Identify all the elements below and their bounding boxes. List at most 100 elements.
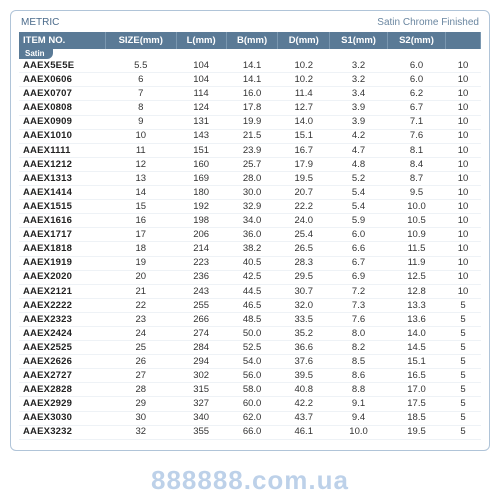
cell-value: 15.1 xyxy=(388,355,446,369)
cell-value: 15.1 xyxy=(278,129,330,143)
cell-item-no: AAEX1818 xyxy=(19,242,106,256)
cell-value: 6.6 xyxy=(330,242,388,256)
cell-value: 16.5 xyxy=(388,369,446,383)
cell-value: 9.4 xyxy=(330,411,388,425)
cell-value: 10.5 xyxy=(388,214,446,228)
cell-value: 15 xyxy=(106,200,177,214)
table-row: AAEX0909913119.914.03.97.110 xyxy=(19,115,481,129)
table-row: AAEX13131316928.019.55.28.710 xyxy=(19,171,481,185)
cell-value: 62.0 xyxy=(226,411,278,425)
cell-value: 8.5 xyxy=(330,355,388,369)
cell-value: 12.5 xyxy=(388,270,446,284)
cell-value: 10.2 xyxy=(278,49,330,73)
cell-qty: 10 xyxy=(446,157,481,171)
cell-value: 38.2 xyxy=(226,242,278,256)
cell-item-no: AAEX2727 xyxy=(19,369,106,383)
cell-value: 9.1 xyxy=(330,397,388,411)
col-header: S2(mm) xyxy=(388,32,446,49)
cell-qty: 5 xyxy=(446,411,481,425)
cell-value: 28.3 xyxy=(278,256,330,270)
cell-value: 25.7 xyxy=(226,157,278,171)
cell-value: 3.2 xyxy=(330,49,388,73)
cell-value: 11.4 xyxy=(278,87,330,101)
finish-label: Satin Chrome Finished xyxy=(377,17,479,28)
cell-value: 17 xyxy=(106,228,177,242)
cell-value: 30 xyxy=(106,411,177,425)
cell-value: 206 xyxy=(176,228,226,242)
cell-item-no: AAEX2424 xyxy=(19,326,106,340)
table-row: AAEX11111115123.916.74.78.110 xyxy=(19,143,481,157)
table-row: AAEX15151519232.922.25.410.010 xyxy=(19,200,481,214)
cell-value: 315 xyxy=(176,383,226,397)
table-row: AAEX10101014321.515.14.27.610 xyxy=(19,129,481,143)
cell-item-no: AAEX1919 xyxy=(19,256,106,270)
cell-value: 22 xyxy=(106,298,177,312)
cell-qty: 5 xyxy=(446,341,481,355)
cell-value: 143 xyxy=(176,129,226,143)
cell-value: 16.0 xyxy=(226,87,278,101)
cell-value: 20 xyxy=(106,270,177,284)
cell-qty: 10 xyxy=(446,143,481,157)
cell-value: 4.7 xyxy=(330,143,388,157)
table-row: AAEX20202023642.529.56.912.510 xyxy=(19,270,481,284)
cell-value: 14.5 xyxy=(388,341,446,355)
cell-value: 24.0 xyxy=(278,214,330,228)
table-row: AAEX32323235566.046.110.019.55 xyxy=(19,425,481,439)
cell-value: 3.9 xyxy=(330,115,388,129)
cell-value: 124 xyxy=(176,101,226,115)
cell-value: 28.0 xyxy=(226,171,278,185)
cell-value: 46.5 xyxy=(226,298,278,312)
cell-item-no: AAEX2323 xyxy=(19,312,106,326)
cell-item-no: AAEX2121 xyxy=(19,284,106,298)
cell-value: 52.5 xyxy=(226,341,278,355)
cell-qty: 10 xyxy=(446,101,481,115)
cell-item-no: AAEX1515 xyxy=(19,200,106,214)
cell-value: 37.6 xyxy=(278,355,330,369)
cell-qty: 5 xyxy=(446,383,481,397)
table-row: AAEX28282831558.040.88.817.05 xyxy=(19,383,481,397)
cell-value: 6.9 xyxy=(330,270,388,284)
cell-qty: 5 xyxy=(446,425,481,439)
cell-value: 274 xyxy=(176,326,226,340)
cell-value: 19.5 xyxy=(278,171,330,185)
cell-value: 243 xyxy=(176,284,226,298)
cell-value: 104 xyxy=(176,49,226,73)
col-header xyxy=(446,32,481,49)
cell-qty: 10 xyxy=(446,186,481,200)
cell-value: 18 xyxy=(106,242,177,256)
cell-value: 10.0 xyxy=(330,425,388,439)
cell-value: 16 xyxy=(106,214,177,228)
table-row: AAEX0707711416.011.43.46.210 xyxy=(19,87,481,101)
cell-value: 4.8 xyxy=(330,157,388,171)
cell-value: 5.2 xyxy=(330,171,388,185)
cell-value: 10.0 xyxy=(388,200,446,214)
cell-value: 44.5 xyxy=(226,284,278,298)
cell-value: 12.7 xyxy=(278,101,330,115)
table-body: AAEX5E5E5.510414.110.23.26.010AAEX060661… xyxy=(19,49,481,439)
cell-item-no: AAEX3232 xyxy=(19,425,106,439)
cell-value: 6.0 xyxy=(330,228,388,242)
cell-qty: 5 xyxy=(446,369,481,383)
metric-label: METRIC xyxy=(21,17,59,28)
cell-value: 32 xyxy=(106,425,177,439)
cell-value: 14.0 xyxy=(388,326,446,340)
cell-value: 6.7 xyxy=(388,101,446,115)
cell-value: 6.7 xyxy=(330,256,388,270)
cell-value: 355 xyxy=(176,425,226,439)
cell-value: 8.0 xyxy=(330,326,388,340)
cell-item-no: AAEX0909 xyxy=(19,115,106,129)
cell-value: 29.5 xyxy=(278,270,330,284)
cell-value: 56.0 xyxy=(226,369,278,383)
cell-item-no: AAEX1414 xyxy=(19,186,106,200)
cell-value: 36.6 xyxy=(278,341,330,355)
col-header: SIZE(mm) xyxy=(106,32,177,49)
table-row: AAEX23232326648.533.57.613.65 xyxy=(19,312,481,326)
cell-value: 40.5 xyxy=(226,256,278,270)
cell-value: 36.0 xyxy=(226,228,278,242)
cell-value: 3.9 xyxy=(330,101,388,115)
cell-value: 21 xyxy=(106,284,177,298)
cell-value: 29 xyxy=(106,397,177,411)
cell-qty: 10 xyxy=(446,242,481,256)
cell-value: 39.5 xyxy=(278,369,330,383)
cell-value: 8.8 xyxy=(330,383,388,397)
